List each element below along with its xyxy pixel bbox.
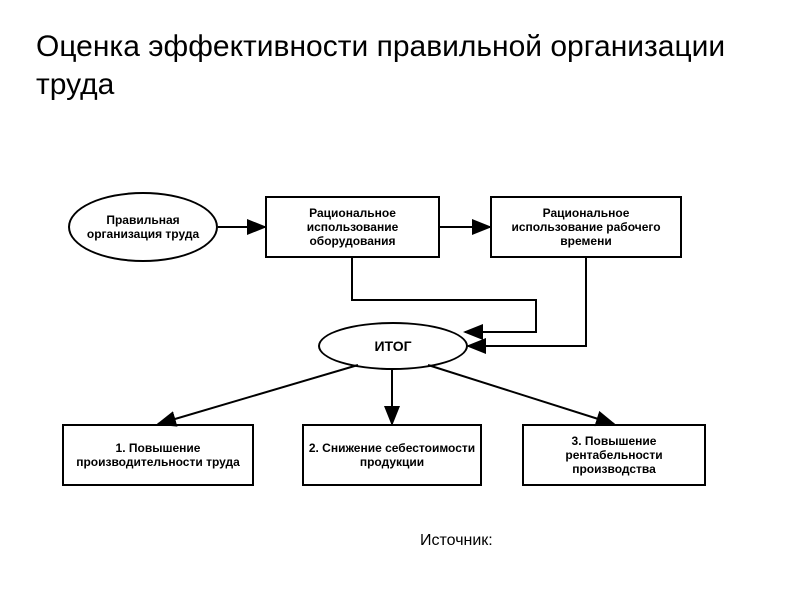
flow-edge bbox=[352, 258, 536, 332]
flow-node-n3: Рациональное использование рабочего врем… bbox=[490, 196, 682, 258]
flow-node-n4: ИТОГ bbox=[318, 322, 468, 370]
flow-edge bbox=[468, 258, 586, 346]
flow-node-n7: 3. Повышение рентабельности производства bbox=[522, 424, 706, 486]
page-title: Оценка эффективности правильной организа… bbox=[36, 28, 800, 103]
source-label: Источник: bbox=[420, 532, 493, 550]
flow-node-n1: Правильная организация труда bbox=[68, 192, 218, 262]
flow-node-n2: Рациональное использование оборудования bbox=[265, 196, 440, 258]
flow-node-n5: 1. Повышение производительности труда bbox=[62, 424, 254, 486]
flow-edge bbox=[428, 365, 614, 424]
flow-node-n6: 2. Снижение себестоимости продукции bbox=[302, 424, 482, 486]
flow-edge bbox=[158, 365, 358, 424]
